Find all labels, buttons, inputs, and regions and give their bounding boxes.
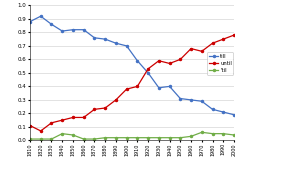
till: [136, 60, 139, 62]
till: [221, 111, 225, 113]
till: [211, 108, 214, 111]
till: [71, 29, 75, 31]
'til: [28, 138, 32, 140]
till: [232, 114, 236, 116]
'til: [93, 138, 96, 140]
until: [200, 50, 204, 52]
until: [28, 125, 32, 127]
until: [146, 68, 150, 70]
'til: [232, 134, 236, 136]
'til: [39, 138, 43, 140]
'til: [168, 137, 171, 139]
'til: [50, 138, 53, 140]
till: [146, 72, 150, 74]
'til: [146, 137, 150, 139]
until: [114, 99, 118, 101]
Line: until: until: [29, 34, 235, 132]
till: [125, 45, 128, 47]
'til: [189, 135, 193, 138]
'til: [211, 132, 214, 135]
until: [50, 122, 53, 124]
'til: [114, 137, 118, 139]
until: [232, 34, 236, 36]
until: [39, 130, 43, 132]
till: [60, 30, 64, 32]
Legend: till, until, 'til: till, until, 'til: [207, 52, 233, 75]
till: [114, 42, 118, 44]
until: [178, 58, 182, 60]
until: [136, 85, 139, 87]
until: [82, 116, 85, 119]
till: [178, 98, 182, 100]
'til: [221, 132, 225, 135]
'til: [200, 131, 204, 133]
till: [93, 37, 96, 39]
'til: [71, 134, 75, 136]
until: [125, 88, 128, 90]
till: [168, 85, 171, 87]
till: [189, 99, 193, 101]
until: [93, 108, 96, 111]
until: [168, 62, 171, 65]
until: [71, 116, 75, 119]
till: [28, 21, 32, 23]
till: [50, 23, 53, 25]
until: [221, 38, 225, 40]
until: [157, 60, 160, 62]
till: [39, 15, 43, 17]
'til: [103, 137, 107, 139]
until: [189, 48, 193, 50]
'til: [125, 137, 128, 139]
until: [60, 119, 64, 121]
till: [103, 38, 107, 40]
'til: [60, 132, 64, 135]
'til: [178, 137, 182, 139]
until: [103, 107, 107, 109]
'til: [157, 137, 160, 139]
until: [211, 42, 214, 44]
Line: till: till: [29, 15, 235, 116]
till: [157, 87, 160, 89]
Line: 'til: 'til: [29, 131, 235, 140]
'til: [82, 138, 85, 140]
till: [82, 29, 85, 31]
'til: [136, 137, 139, 139]
till: [200, 100, 204, 102]
